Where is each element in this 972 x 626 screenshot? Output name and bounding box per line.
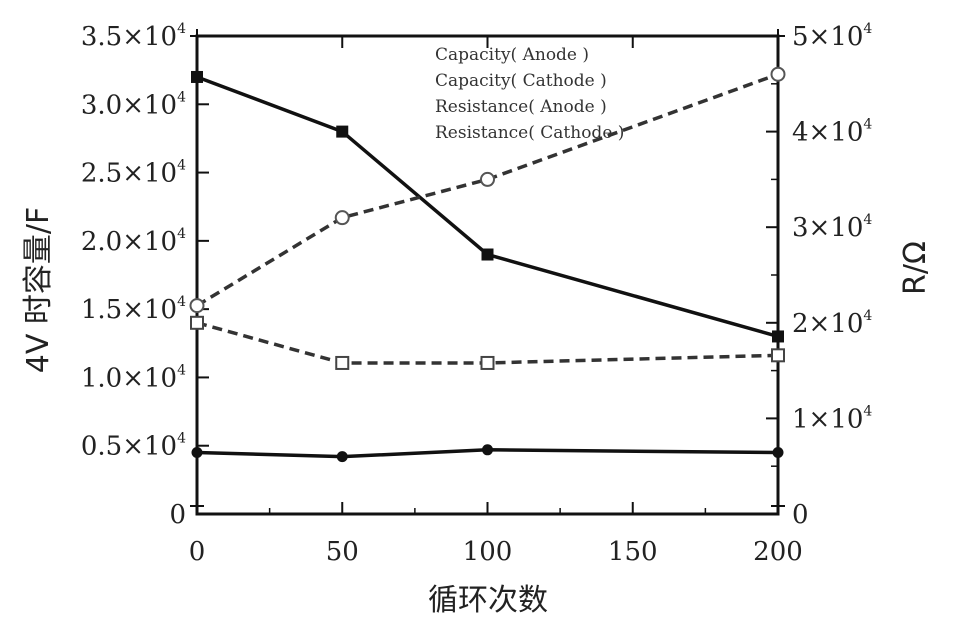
y-axis-left-title: 4V 时容量/F: [21, 207, 56, 374]
series-line-0: [196, 75, 779, 339]
corner-cross: [771, 499, 785, 513]
y-right-tick-label: 0: [792, 500, 809, 530]
legend-entry: Resistance( Anode ): [435, 97, 607, 117]
data-point-square: [336, 125, 349, 138]
y-left-tick-label: 3.0×104: [81, 89, 186, 120]
legend-entry: Resistance( Cathode ): [435, 123, 624, 143]
x-tick-label: 200: [753, 537, 803, 567]
y-right-tick-label: 3×104: [792, 212, 872, 243]
x-tick-label: 150: [608, 537, 658, 567]
x-tick-label: 0: [189, 537, 206, 567]
data-point-open-circle: [770, 66, 786, 82]
legend: Capacity( Anode ) Capacity( Cathode ) Resi…: [435, 45, 624, 143]
y-left-tick-label: 1.0×104: [81, 362, 186, 393]
y-left-tick-label: 0.5×104: [81, 431, 186, 462]
ticks: 0 50 100 150 200 0 0.5×104 1.0×104 1.5×104 2.0×10…: [81, 21, 873, 567]
corner-cross: [190, 499, 204, 513]
x-tick-label: 100: [463, 537, 513, 567]
data-point-open-circle: [189, 298, 205, 314]
data-point-open-square: [335, 355, 350, 370]
corner-cross: [190, 29, 204, 43]
legend-entry: Capacity( Anode ): [435, 45, 589, 65]
data-point-open-square: [190, 315, 204, 330]
y-left-tick-label: 0: [169, 500, 186, 530]
x-tick-label: 50: [326, 537, 359, 567]
data-point-circle: [772, 447, 784, 459]
series-line-3: [196, 72, 779, 308]
y-left-tick-label: 1.5×104: [81, 294, 186, 325]
y-left-tick-label: 2.0×104: [81, 226, 186, 257]
x-axis-title: 循环次数: [428, 583, 548, 618]
y-right-tick-label: 4×104: [792, 117, 872, 148]
data-point-open-circle: [480, 171, 495, 187]
series-line-2: [196, 321, 779, 365]
data-point-circle: [482, 444, 493, 456]
y-right-tick-label: 5×104: [792, 21, 872, 52]
data-point-square: [191, 70, 203, 83]
series-line-1: [196, 448, 779, 459]
y-left-tick-label: 3.5×104: [81, 21, 186, 52]
data-point-circle: [191, 447, 203, 459]
data-point-square: [772, 330, 784, 343]
data-point-circle: [336, 451, 348, 463]
legend-entry: Capacity( Cathode ): [435, 71, 607, 91]
corner-cross: [771, 29, 785, 43]
data-point-open-circle: [334, 210, 350, 226]
y-right-tick-label: 2×104: [792, 308, 872, 339]
series-layer: [189, 66, 786, 463]
data-point-open-square: [480, 355, 495, 370]
data-point-square: [481, 248, 494, 261]
y-axis-right-title: R/Ω: [898, 241, 933, 295]
data-point-open-square: [771, 348, 785, 363]
y-right-tick-label: 1×104: [792, 403, 872, 434]
y-left-tick-label: 2.5×104: [81, 158, 186, 189]
